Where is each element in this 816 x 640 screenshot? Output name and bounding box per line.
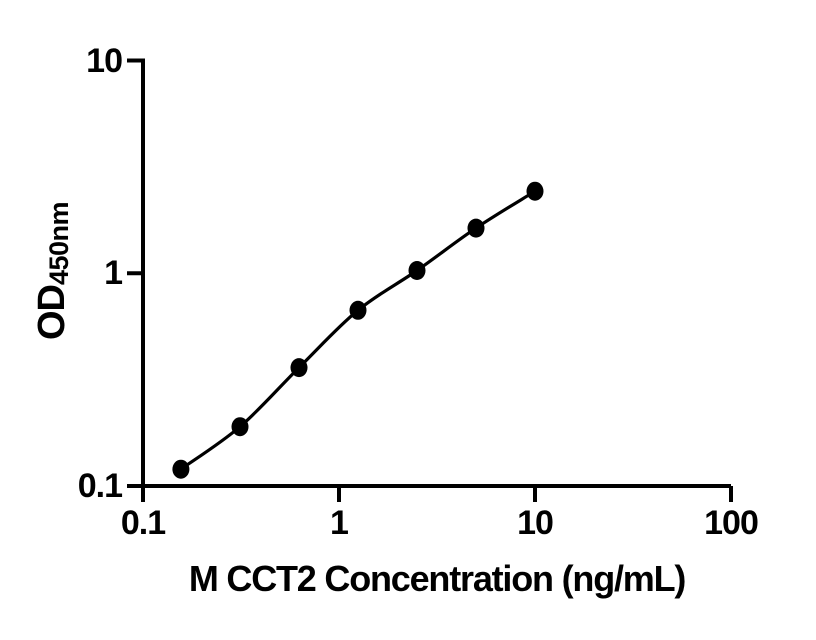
data-point-marker [231,417,249,437]
data-point-marker [408,261,426,280]
x-tick-label: 0.1 [120,504,166,542]
x-axis-title: M CCT2 Concentration (ng/mL) [188,558,687,599]
axis-spines [141,58,731,488]
y-axis-title-subscript: 450nm [44,201,74,286]
y-tick-label: 10 [86,41,123,80]
y-axis-title-main: OD [31,285,73,341]
data-point-marker [467,218,485,238]
y-axis-title: OD450nm [31,201,74,341]
data-point-marker [526,181,544,201]
x-tick-label: 10 [517,504,554,542]
data-point-marker [172,459,190,479]
y-axis-ticks [127,58,143,488]
x-axis-ticks [141,486,733,502]
data-point-marker [349,300,367,320]
y-tick-label: 0.1 [77,467,123,505]
x-tick-label: 100 [704,504,759,542]
x-tick-label: 1 [330,504,349,542]
data-point-marker [290,358,308,378]
y-tick-label: 1 [104,254,123,293]
